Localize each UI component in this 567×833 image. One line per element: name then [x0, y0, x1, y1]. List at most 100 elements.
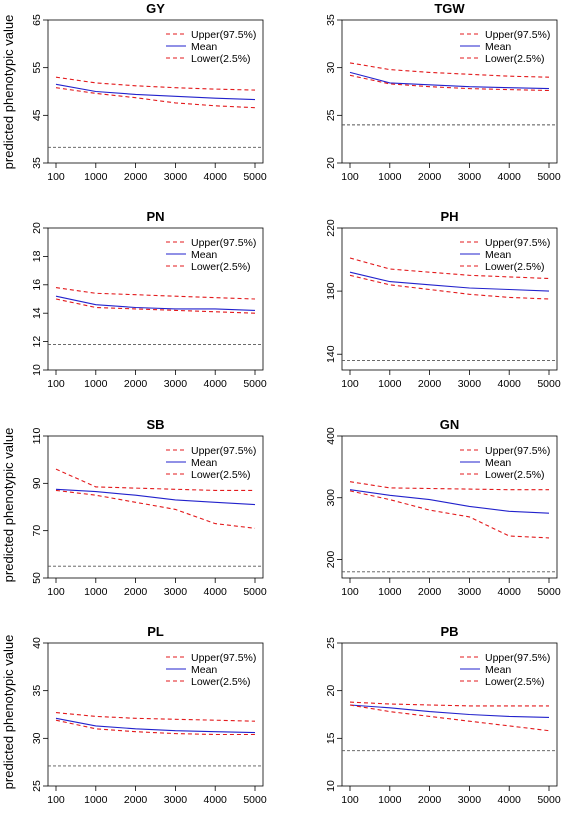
- y-tick-label: 15: [325, 732, 337, 744]
- x-tick-label: 5000: [243, 378, 267, 390]
- x-tick-label: 2000: [124, 378, 148, 390]
- y-tick-label: 10: [31, 364, 43, 376]
- legend-label: Upper(97.5%): [191, 29, 256, 41]
- legend-label: Upper(97.5%): [485, 652, 550, 664]
- series-line-upper: [349, 701, 549, 707]
- x-tick-label: 5000: [243, 794, 267, 806]
- x-tick-label: 100: [47, 794, 65, 806]
- y-tick-label: 12: [31, 336, 43, 348]
- series-line-upper: [55, 468, 255, 491]
- x-tick-label: 3000: [458, 586, 482, 598]
- x-tick-label: 2000: [124, 586, 148, 598]
- series-line-upper: [349, 257, 550, 280]
- plot-frame: [47, 435, 264, 579]
- y-tick-label: 14: [31, 307, 43, 319]
- y-tick-label: 90: [31, 477, 43, 489]
- panel-title: PL: [147, 624, 164, 639]
- y-tick-label: 40: [31, 637, 43, 649]
- panel-tgw: TGW 20 25 30 35 100 1000 2000 3000 4000 5000 Upper(…: [325, 1, 561, 183]
- x-tick-label: 1000: [378, 794, 402, 806]
- legend-label: Lower(2.5%): [191, 53, 251, 65]
- series-line-mean: [55, 717, 256, 734]
- y-axis-label-row1: predicted phenotypic value: [1, 15, 16, 170]
- legend-label: Lower(2.5%): [191, 676, 251, 688]
- series-line-upper: [349, 481, 549, 491]
- series-line-mean: [349, 71, 550, 90]
- series-line-lower: [349, 274, 550, 300]
- series-line-lower: [349, 74, 550, 92]
- x-tick-label: 4000: [498, 586, 522, 598]
- x-tick-label: 5000: [537, 378, 561, 390]
- y-tick-label: 35: [325, 14, 337, 26]
- panel-title: SB: [146, 417, 164, 432]
- y-tick-label: 20: [325, 685, 337, 697]
- y-tick-label: 30: [325, 62, 337, 74]
- y-tick-label: 20: [31, 222, 43, 234]
- legend-label: Mean: [191, 41, 217, 53]
- x-tick-label: 1000: [378, 378, 402, 390]
- x-tick-label: 2000: [124, 171, 148, 183]
- panel-title: PB: [440, 624, 458, 639]
- panel-gy: GY 35 45 55 65 100 1000 2000 3000 4000 5000 Upper(9…: [31, 1, 267, 183]
- x-tick-label: 2000: [418, 586, 442, 598]
- x-tick-label: 2000: [418, 794, 442, 806]
- x-tick-label: 4000: [204, 171, 228, 183]
- panel-sb: SB 50 70 90 110 100 1000 2000 3000 4000 5000 Upper(…: [31, 417, 267, 598]
- x-tick-label: 100: [47, 586, 65, 598]
- y-tick-label: 45: [31, 109, 43, 121]
- legend-label: Mean: [485, 457, 511, 469]
- x-tick-label: 100: [341, 378, 359, 390]
- series-line-lower: [55, 489, 256, 529]
- x-tick-label: 3000: [458, 171, 482, 183]
- legend-label: Lower(2.5%): [191, 469, 251, 481]
- x-tick-label: 3000: [164, 171, 188, 183]
- x-tick-label: 5000: [243, 586, 267, 598]
- y-tick-label: 35: [31, 685, 43, 697]
- x-tick-label: 100: [47, 171, 65, 183]
- x-tick-label: 3000: [164, 378, 188, 390]
- x-tick-label: 2000: [418, 171, 442, 183]
- series-line-upper: [55, 76, 256, 91]
- legend-label: Upper(97.5%): [485, 237, 550, 249]
- x-tick-label: 3000: [458, 378, 482, 390]
- series-line-mean: [349, 271, 550, 292]
- x-tick-label: 4000: [498, 794, 522, 806]
- x-tick-label: 1000: [84, 586, 108, 598]
- legend-label: Upper(97.5%): [485, 445, 550, 457]
- y-tick-label: 180: [325, 282, 337, 300]
- y-tick-label: 140: [325, 345, 337, 363]
- series-line-upper: [349, 62, 550, 78]
- legend-label: Upper(97.5%): [191, 445, 256, 457]
- x-tick-label: 1000: [378, 586, 402, 598]
- legend-label: Mean: [191, 664, 217, 676]
- legend-label: Mean: [191, 249, 217, 261]
- plot-frame: [341, 642, 558, 787]
- y-tick-label: 18: [31, 250, 43, 262]
- legend-label: Mean: [485, 249, 511, 261]
- series-line-mean: [55, 83, 256, 101]
- series-line-lower: [349, 490, 550, 539]
- legend-label: Lower(2.5%): [485, 261, 545, 273]
- y-tick-label: 20: [325, 157, 337, 169]
- plot-frame: [47, 227, 264, 371]
- panel-gn: GN 200 300 400 100 1000 2000 3000 4000 5000 Upper(…: [325, 417, 561, 598]
- legend-label: Lower(2.5%): [485, 53, 545, 65]
- x-tick-label: 2000: [124, 794, 148, 806]
- legend-label: Upper(97.5%): [485, 29, 550, 41]
- series-line-upper: [55, 712, 256, 722]
- x-tick-label: 100: [47, 378, 65, 390]
- y-tick-label: 35: [31, 157, 43, 169]
- plot-frame: [47, 19, 264, 164]
- x-tick-label: 4000: [498, 378, 522, 390]
- x-tick-label: 5000: [537, 586, 561, 598]
- plot-frame: [341, 435, 558, 579]
- y-tick-label: 10: [325, 780, 337, 792]
- y-tick-label: 55: [31, 62, 43, 74]
- panel-pn: PN 10 12 14 16 18 20 100 1000 2000 3000 4000 5000 Upp…: [31, 209, 267, 390]
- series-line-lower: [55, 719, 255, 736]
- x-tick-label: 2000: [418, 378, 442, 390]
- plot-frame: [47, 642, 264, 787]
- series-line-mean: [349, 489, 550, 514]
- x-tick-label: 3000: [164, 794, 188, 806]
- y-axis-label-row4: predicted phenotypic value: [1, 635, 16, 790]
